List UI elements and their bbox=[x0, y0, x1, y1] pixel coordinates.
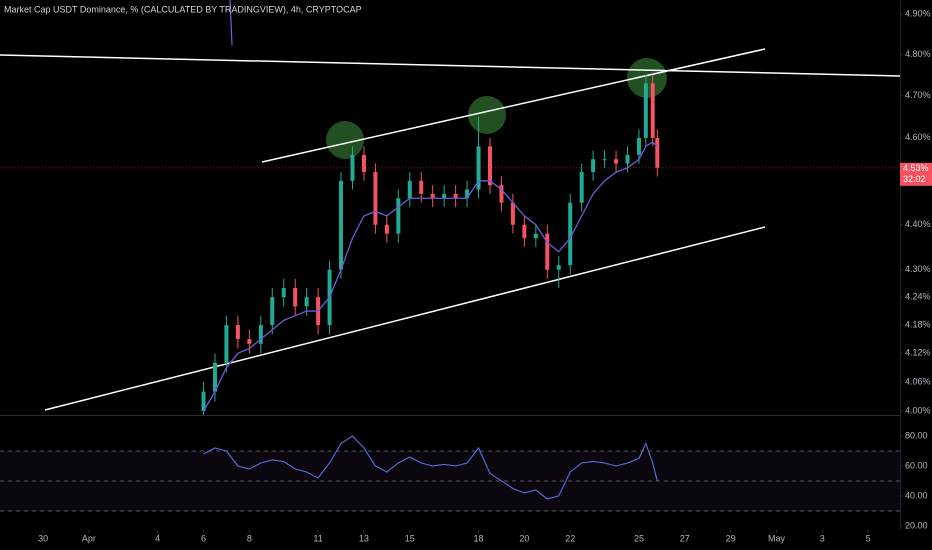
candle-body bbox=[281, 287, 286, 298]
candle-body bbox=[465, 189, 470, 199]
candle-body bbox=[270, 297, 275, 326]
y-tick-label: 20.00 bbox=[905, 520, 928, 530]
x-tick-label: 22 bbox=[565, 533, 575, 543]
chart-title: Market Cap USDT Dominance, % (CALCULATED… bbox=[4, 4, 362, 14]
last-price-label: 4.53% bbox=[903, 163, 929, 173]
x-tick-label: 27 bbox=[680, 533, 690, 543]
y-tick-label: 4.70% bbox=[905, 90, 931, 100]
candle-body bbox=[247, 339, 252, 344]
candle-body bbox=[293, 287, 298, 307]
last-price-box bbox=[900, 162, 932, 186]
candle-body bbox=[442, 193, 447, 199]
y-tick-label: 40.00 bbox=[905, 490, 928, 500]
y-tick-label: 4.40% bbox=[905, 219, 931, 229]
moving-average bbox=[202, 141, 658, 412]
candle-body bbox=[655, 137, 660, 168]
candle-body bbox=[556, 265, 561, 270]
candle-body bbox=[510, 202, 515, 225]
candle-body bbox=[201, 391, 206, 412]
candle-body bbox=[419, 180, 424, 194]
candle-body bbox=[499, 185, 504, 203]
candle-body bbox=[522, 224, 527, 239]
pane bbox=[0, 435, 900, 512]
x-tick-label: 3 bbox=[820, 533, 825, 543]
indicator-fragment bbox=[229, 0, 233, 46]
candle-body bbox=[591, 159, 596, 173]
x-tick-label: 30 bbox=[38, 533, 48, 543]
x-tick-label: 13 bbox=[359, 533, 369, 543]
candle-body bbox=[224, 325, 229, 363]
candle-body bbox=[602, 159, 607, 161]
trend-line bbox=[0, 54, 900, 77]
y-tick-label: 4.30% bbox=[905, 264, 931, 274]
x-tick-label: 20 bbox=[519, 533, 529, 543]
rsi-line bbox=[203, 435, 658, 500]
x-tick-label: 11 bbox=[313, 533, 322, 543]
y-tick-label: 4.18% bbox=[905, 319, 931, 329]
x-tick-label: 4 bbox=[155, 533, 160, 543]
x-tick-label: 29 bbox=[726, 533, 736, 543]
highlight-circle bbox=[326, 121, 364, 159]
candle-body bbox=[384, 224, 389, 234]
y-tick-label: 60.00 bbox=[905, 460, 928, 470]
candle-body bbox=[487, 146, 492, 186]
x-tick-label: May bbox=[768, 533, 786, 543]
candle-body bbox=[545, 233, 550, 270]
candle-body bbox=[636, 137, 641, 155]
candle-body bbox=[407, 180, 412, 199]
trend-line bbox=[44, 226, 766, 411]
x-tick-label: 6 bbox=[201, 533, 206, 543]
candle-body bbox=[533, 233, 538, 239]
y-tick-label: 4.80% bbox=[905, 49, 931, 59]
candle-body bbox=[361, 154, 366, 173]
pane bbox=[201, 75, 660, 415]
y-tick-label: 4.06% bbox=[905, 376, 931, 386]
candle-body bbox=[579, 172, 584, 203]
highlight-circle bbox=[468, 96, 506, 134]
candle-body bbox=[350, 154, 355, 181]
candle-body bbox=[258, 325, 263, 344]
x-tick-label: 15 bbox=[405, 533, 415, 543]
drawings bbox=[0, 0, 900, 411]
candle-body bbox=[650, 83, 655, 138]
candle-body bbox=[453, 193, 458, 199]
countdown: 32:02 bbox=[903, 174, 926, 184]
x-tick-label: 5 bbox=[866, 533, 871, 543]
x-tick-label: 8 bbox=[247, 533, 252, 543]
x-tick-label: 25 bbox=[634, 533, 644, 543]
candle-body bbox=[212, 362, 217, 392]
candle-body bbox=[339, 180, 344, 270]
highlight-circle bbox=[627, 58, 667, 98]
candle-body bbox=[235, 325, 240, 340]
candle-body bbox=[625, 154, 630, 164]
y-tick-label: 80.00 bbox=[905, 430, 928, 440]
x-tick-label: Apr bbox=[82, 533, 96, 543]
candle-body bbox=[304, 297, 309, 307]
candle-body bbox=[568, 202, 573, 266]
candle-body bbox=[430, 193, 435, 199]
y-tick-label: 4.24% bbox=[905, 292, 931, 302]
candle-body bbox=[396, 198, 401, 234]
candle-body bbox=[643, 83, 648, 138]
y-tick-label: 4.60% bbox=[905, 132, 931, 142]
y-tick-label: 4.00% bbox=[905, 405, 931, 415]
trend-line bbox=[261, 48, 766, 163]
candle-body bbox=[476, 146, 481, 190]
x-tick-label: 18 bbox=[474, 533, 484, 543]
y-tick-label: 4.90% bbox=[905, 9, 931, 19]
candle-body bbox=[373, 172, 378, 225]
y-tick-label: 4.12% bbox=[905, 348, 931, 358]
candle-body bbox=[614, 159, 619, 164]
